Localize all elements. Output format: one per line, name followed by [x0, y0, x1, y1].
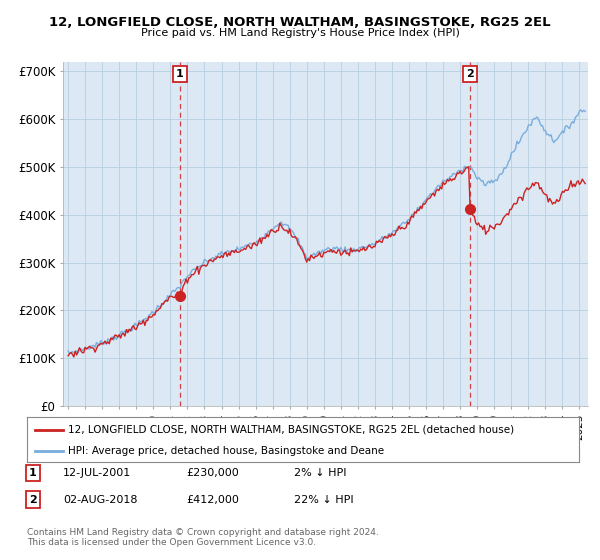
Text: 1: 1	[29, 468, 37, 478]
Text: 12, LONGFIELD CLOSE, NORTH WALTHAM, BASINGSTOKE, RG25 2EL: 12, LONGFIELD CLOSE, NORTH WALTHAM, BASI…	[49, 16, 551, 29]
Text: 12, LONGFIELD CLOSE, NORTH WALTHAM, BASINGSTOKE, RG25 2EL (detached house): 12, LONGFIELD CLOSE, NORTH WALTHAM, BASI…	[68, 424, 515, 435]
Text: 1: 1	[176, 69, 184, 78]
Text: £412,000: £412,000	[186, 494, 239, 505]
Text: £230,000: £230,000	[186, 468, 239, 478]
Text: 22% ↓ HPI: 22% ↓ HPI	[294, 494, 353, 505]
Text: Contains HM Land Registry data © Crown copyright and database right 2024.
This d: Contains HM Land Registry data © Crown c…	[27, 528, 379, 547]
Text: 02-AUG-2018: 02-AUG-2018	[63, 494, 137, 505]
Text: 12-JUL-2001: 12-JUL-2001	[63, 468, 131, 478]
Text: 2: 2	[466, 69, 474, 78]
Text: HPI: Average price, detached house, Basingstoke and Deane: HPI: Average price, detached house, Basi…	[68, 446, 385, 456]
Text: 2% ↓ HPI: 2% ↓ HPI	[294, 468, 347, 478]
Text: Price paid vs. HM Land Registry's House Price Index (HPI): Price paid vs. HM Land Registry's House …	[140, 28, 460, 38]
Text: 2: 2	[29, 494, 37, 505]
